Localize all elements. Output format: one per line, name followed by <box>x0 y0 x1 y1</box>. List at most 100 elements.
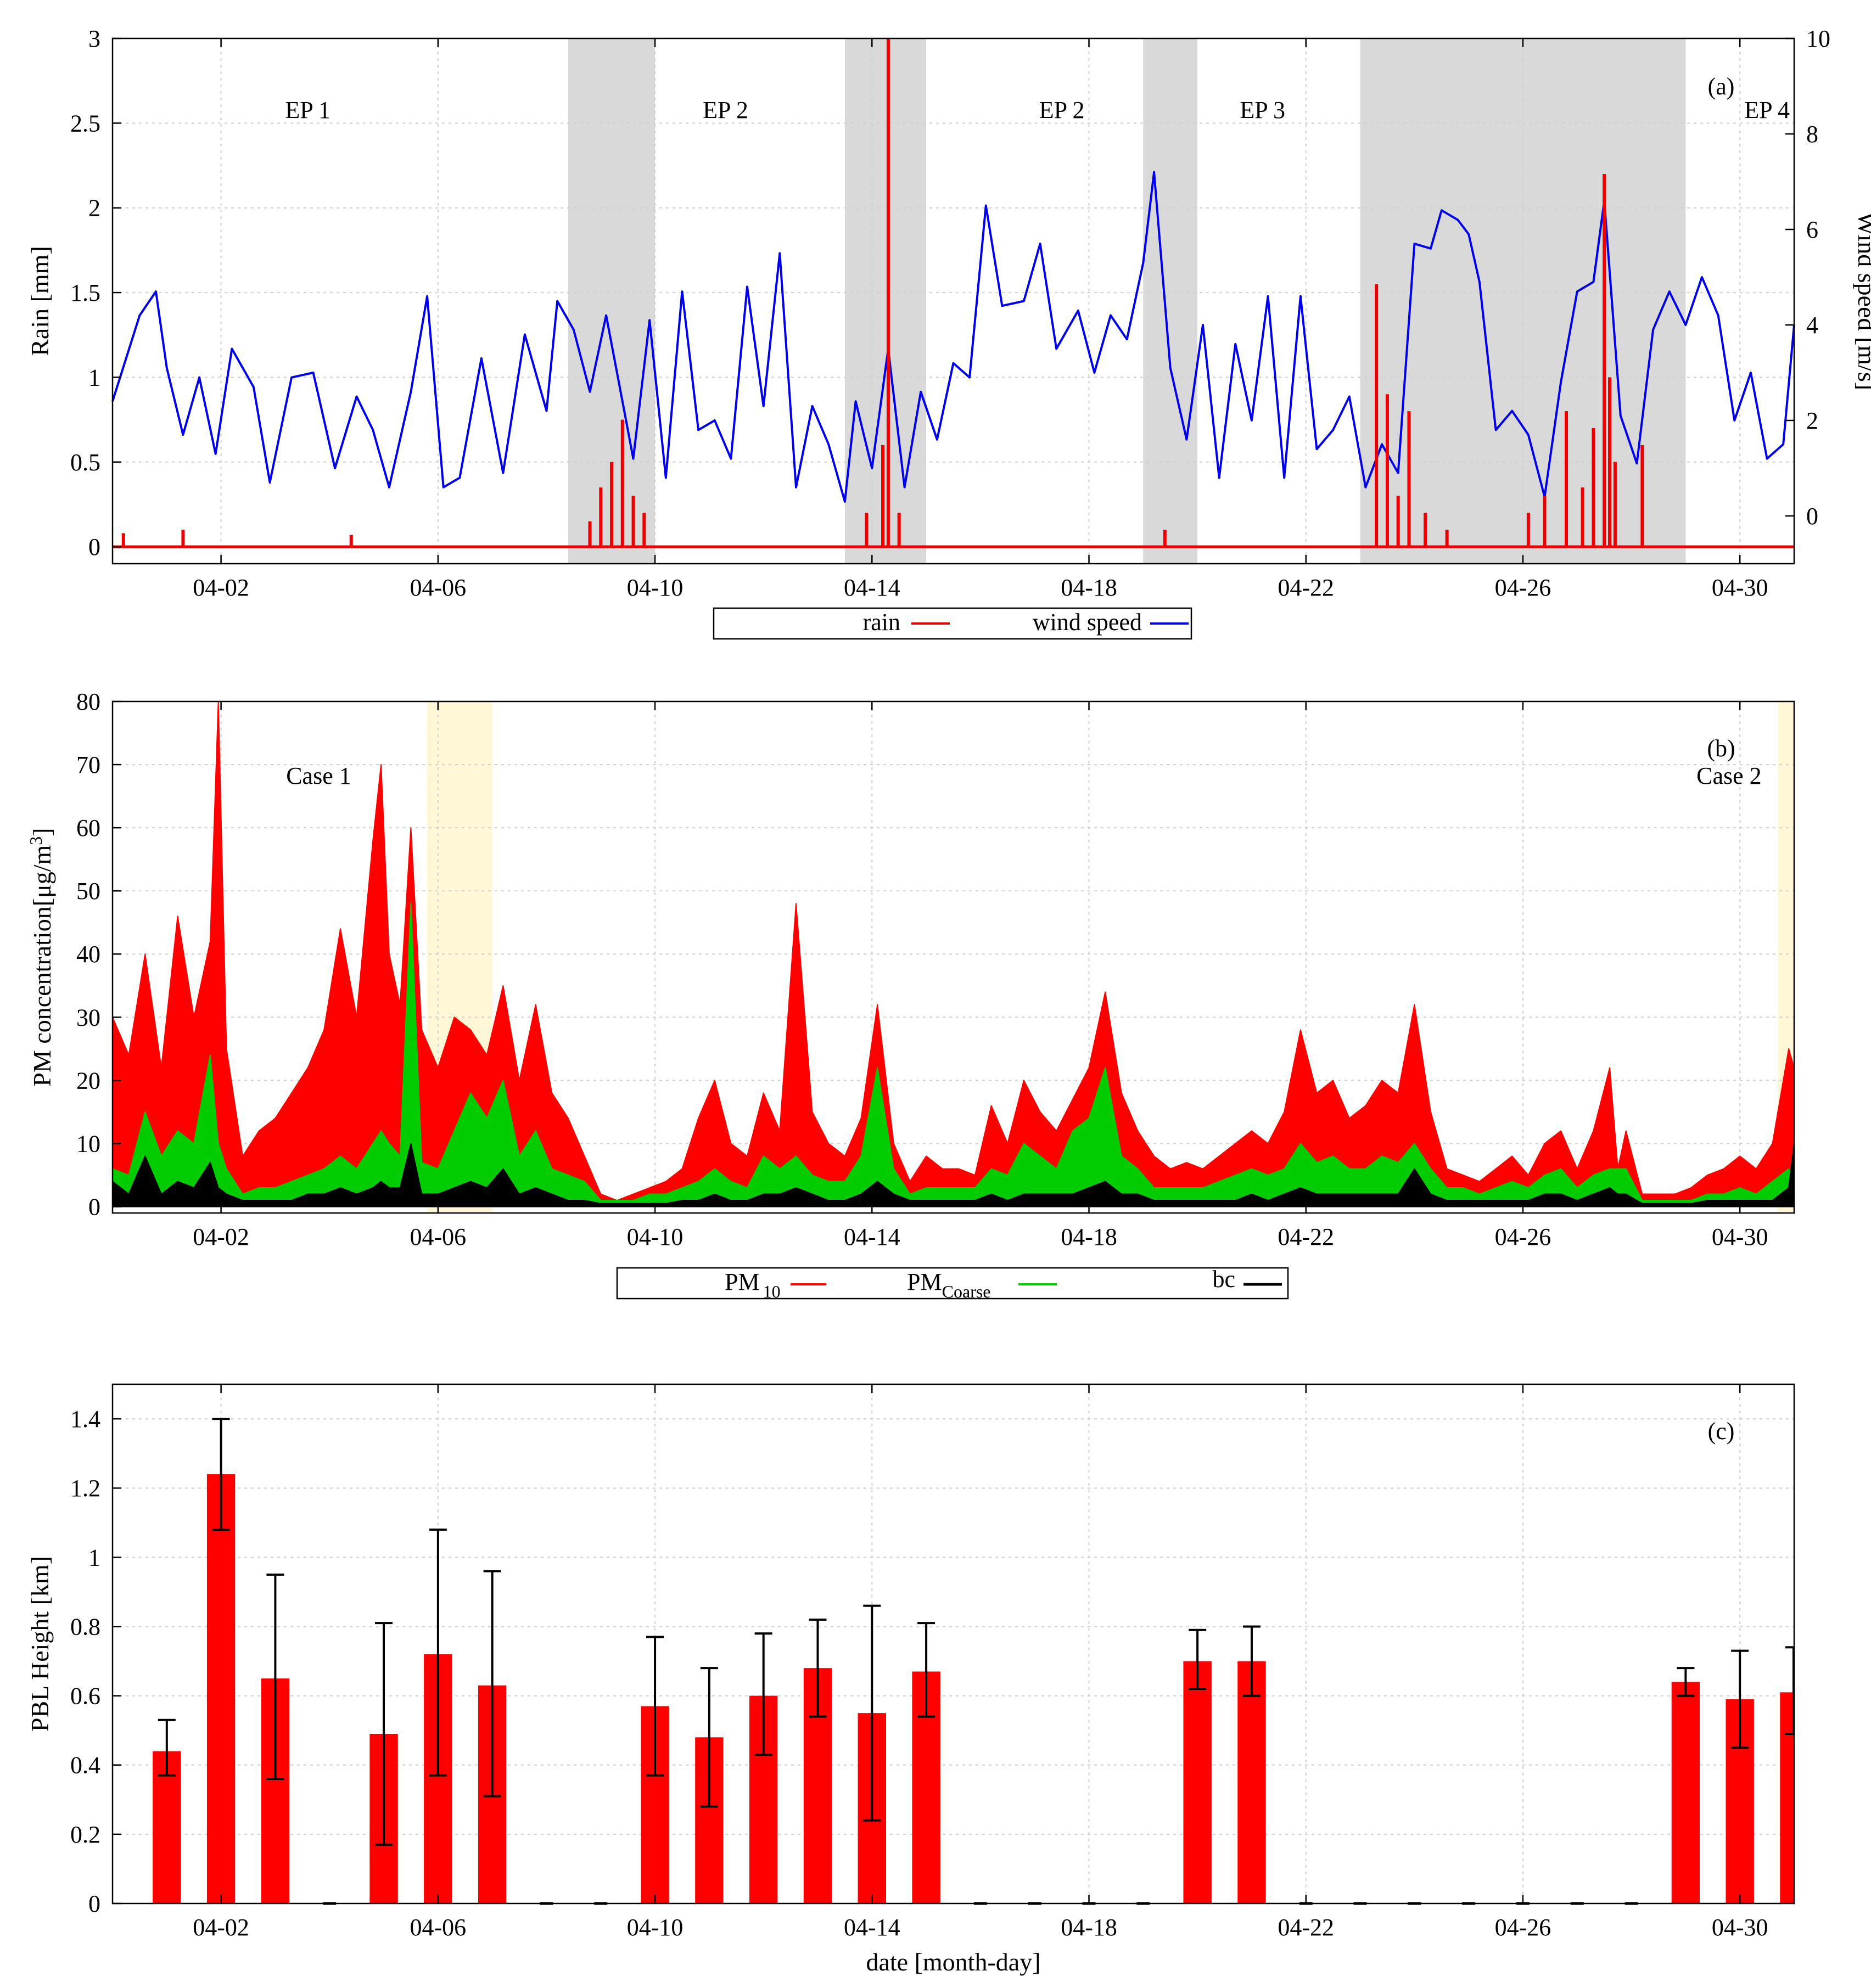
case-labels: Case 1 Case 2 <box>286 762 1761 789</box>
wind-axis-label: Wind speed [m/s] <box>1853 212 1871 390</box>
pbl-bar <box>1237 1661 1266 1903</box>
panel-label-b: (b) <box>1707 735 1735 762</box>
x-tick-label: 04-26 <box>1495 1914 1551 1941</box>
panel-a-grid <box>113 38 1794 564</box>
y2-tick-label: 2 <box>1806 407 1818 434</box>
x-tick-label: 04-26 <box>1495 574 1551 601</box>
pbl-error-bars <box>158 1418 1795 1846</box>
x-tick-label: 04-30 <box>1712 1223 1768 1250</box>
legend-label-bc: bc <box>1212 1266 1235 1293</box>
y-tick-label: 0 <box>88 1193 100 1220</box>
x-tick-label: 04-14 <box>844 1223 900 1250</box>
y-tick-label: 0.8 <box>70 1613 100 1640</box>
pm-coarse-area <box>112 903 1795 1208</box>
rain-axis-ticks: 0 0.5 1 1.5 2 2.5 3 <box>70 25 121 560</box>
panel-a: 0 0.5 1 1.5 2 2.5 3 0 2 4 6 8 10 04-02 04-06 04-10 04-… <box>26 25 1871 640</box>
y2-tick-label: 0 <box>1806 503 1818 530</box>
episode-label: EP 3 <box>1240 97 1285 123</box>
episode-labels: EP 1 EP 2 EP 2 EP 3 EP 4 <box>285 97 1790 123</box>
panel-c-frame <box>111 1383 1795 1905</box>
legend-label-wind-speed: wind speed <box>1033 609 1142 636</box>
pbl-bar <box>1671 1682 1700 1903</box>
panel-c-y-ticks: 0 0.2 0.4 0.6 0.8 1 1.2 1.4 <box>70 1406 121 1917</box>
shaded-period <box>1143 38 1198 564</box>
y-tick-label: 20 <box>76 1067 100 1094</box>
pm10-area <box>112 701 1795 1208</box>
episode-label: EP 2 <box>1039 97 1085 123</box>
y-tick-label: 1 <box>88 1544 100 1571</box>
x-tick-label: 04-14 <box>844 1914 900 1941</box>
x-tick-label: 04-14 <box>844 574 900 601</box>
x-tick-label: 04-30 <box>1712 574 1768 601</box>
panel-a-x-ticks: 04-02 04-06 04-10 04-14 04-18 04-22 04-26 04-30 <box>193 38 1768 601</box>
x-tick-label: 04-02 <box>193 1914 249 1941</box>
rain-spikes <box>121 38 1644 547</box>
y-tick-label: 3 <box>88 25 100 52</box>
x-tick-label: 04-10 <box>627 574 684 601</box>
y-tick-label: 0.5 <box>70 449 100 476</box>
y-tick-label: 0 <box>88 533 100 560</box>
x-tick-label: 04-18 <box>1061 1914 1117 1941</box>
y-tick-label: 2 <box>88 195 100 222</box>
x-tick-label: 04-06 <box>410 1914 467 1941</box>
shaded-period <box>844 38 927 564</box>
x-tick-label: 04-02 <box>193 1223 249 1250</box>
y-tick-label: 60 <box>76 815 100 841</box>
y-tick-label: 2.5 <box>70 110 100 137</box>
rain-axis-label: Rain [mm] <box>26 246 54 356</box>
y-tick-label: 0 <box>88 1890 100 1917</box>
panel-a-legend: rain wind speed <box>713 607 1192 640</box>
legend-label-rain: rain <box>863 609 900 636</box>
episode-label: EP 1 <box>285 97 330 123</box>
pbl-bar <box>1780 1692 1794 1903</box>
wind-speed-line <box>111 171 1795 503</box>
panel-c-grid <box>113 1384 1794 1904</box>
y-tick-label: 80 <box>76 688 100 715</box>
x-tick-label: 04-06 <box>410 1223 467 1250</box>
pbl-bars <box>153 1474 1794 1903</box>
panel-label-a: (a) <box>1708 73 1735 100</box>
x-tick-label: 04-18 <box>1061 574 1117 601</box>
x-tick-label: 04-10 <box>627 1223 684 1250</box>
y2-tick-label: 6 <box>1806 216 1818 243</box>
legend-label-pm10: PM 10 <box>725 1268 781 1301</box>
case-label: Case 1 <box>286 762 351 789</box>
y-tick-label: 50 <box>76 878 100 905</box>
panel-c-x-ticks: 04-02 04-06 04-10 04-14 04-18 04-22 04-26 04-30 <box>193 1384 1768 1941</box>
x-tick-label: 04-22 <box>1278 1223 1334 1250</box>
y2-tick-label: 4 <box>1806 312 1818 339</box>
episode-label: EP 2 <box>703 97 748 123</box>
pm-axis-label: PM concentration[μg/m3] <box>26 828 56 1086</box>
x-tick-label: 04-10 <box>627 1914 684 1941</box>
date-axis-label: date [month-day] <box>866 1948 1040 1976</box>
panel-b-x-ticks: 04-02 04-06 04-10 04-14 04-18 04-22 04-26 04-30 <box>193 701 1768 1250</box>
x-tick-label: 04-18 <box>1061 1223 1117 1250</box>
y-tick-label: 1 <box>88 364 100 391</box>
x-tick-label: 04-06 <box>410 574 467 601</box>
legend-box <box>713 607 1192 640</box>
y-tick-label: 0.6 <box>70 1683 100 1710</box>
legend-box <box>616 1267 1289 1300</box>
y2-tick-label: 8 <box>1806 121 1818 148</box>
episode-label: EP 4 <box>1744 97 1790 123</box>
y-tick-label: 0.4 <box>70 1752 100 1779</box>
panel-b-y-ticks: 0 10 20 30 40 50 60 70 80 <box>76 688 121 1220</box>
x-tick-label: 04-02 <box>193 574 249 601</box>
wind-axis-ticks: 0 2 4 6 8 10 <box>1785 25 1830 530</box>
panel-b-frame <box>111 700 1795 1214</box>
pbl-bar <box>206 1474 236 1903</box>
y2-tick-label: 10 <box>1806 25 1830 52</box>
y-tick-label: 1.4 <box>70 1406 100 1433</box>
y-tick-label: 0.2 <box>70 1821 100 1848</box>
y-tick-label: 1.5 <box>70 279 100 306</box>
panel-label-c: (c) <box>1708 1418 1735 1445</box>
panel-c: 0 0.2 0.4 0.6 0.8 1 1.2 1.4 04-02 04-06 04-10 04-1… <box>26 1383 1795 1976</box>
y-tick-label: 40 <box>76 941 100 968</box>
x-tick-label: 04-30 <box>1712 1914 1768 1941</box>
pbl-axis-label: PBL Height [km] <box>26 1556 54 1732</box>
bc-area <box>112 1143 1795 1208</box>
legend-label-pm-coarse: PMCoarse <box>907 1268 990 1301</box>
panel-b-legend: PM 10 PMCoarse bc <box>616 1266 1289 1301</box>
